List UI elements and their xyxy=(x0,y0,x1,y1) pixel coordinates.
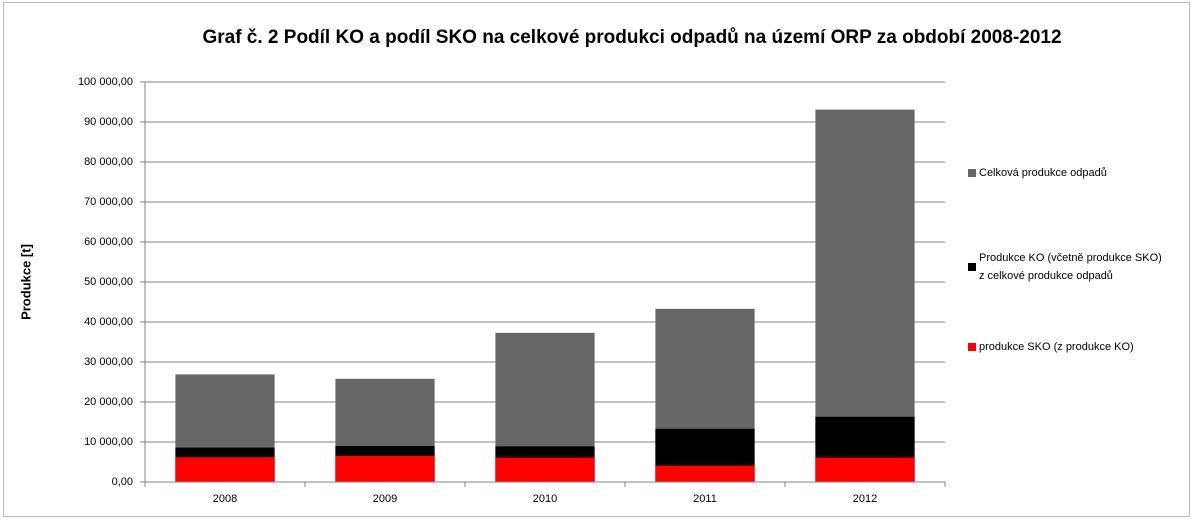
chart-title: Graf č. 2 Podíl KO a podíl SKO na celkov… xyxy=(202,27,1061,48)
y-tick-label: 90 000,00 xyxy=(84,116,133,128)
x-tick-label: 2010 xyxy=(533,493,557,505)
x-tick-label: 2011 xyxy=(693,493,717,505)
y-tick-label: 70 000,00 xyxy=(84,196,133,208)
y-tick-label: 50 000,00 xyxy=(84,276,133,288)
y-tick-label: 80 000,00 xyxy=(84,156,133,168)
legend-label: produkce SKO (z produkce KO) xyxy=(979,341,1134,353)
x-tick-label: 2012 xyxy=(853,493,877,505)
x-tick-label: 2008 xyxy=(213,493,237,505)
x-tick-label: 2009 xyxy=(373,493,397,505)
bar xyxy=(495,457,595,482)
legend-swatch xyxy=(968,169,976,177)
y-tick-label: 20 000,00 xyxy=(84,396,133,408)
legend-swatch xyxy=(968,263,976,271)
y-tick-label: 60 000,00 xyxy=(84,236,133,248)
legend-label: Celková produkce odpadů xyxy=(979,167,1107,179)
bar xyxy=(175,457,275,482)
y-tick-label: 30 000,00 xyxy=(84,356,133,368)
bar xyxy=(655,465,755,482)
y-tick-label: 100 000,00 xyxy=(78,76,133,88)
bar xyxy=(815,457,915,482)
bar xyxy=(335,456,435,482)
y-tick-label: 10 000,00 xyxy=(84,436,133,448)
legend-label: Produkce KO (včetně produkce SKO) z celk… xyxy=(979,252,1162,282)
legend-swatch xyxy=(968,343,976,351)
y-axis-title: Produkce [t] xyxy=(18,244,33,320)
y-tick-label: 40 000,00 xyxy=(84,316,133,328)
y-tick-label: 0,00 xyxy=(112,476,133,488)
